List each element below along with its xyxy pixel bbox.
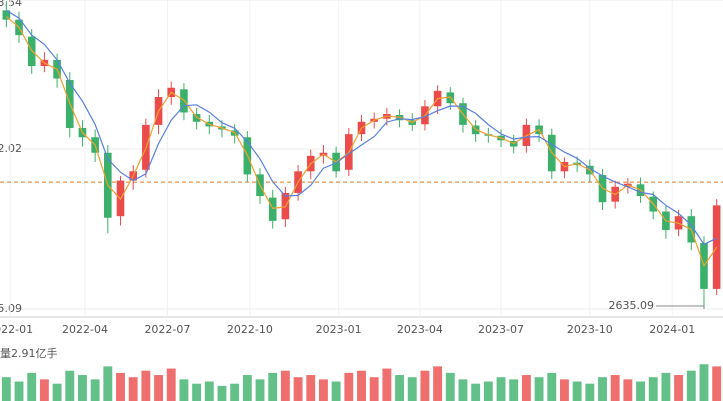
candle-body: [268, 197, 277, 221]
volume-bar: [674, 375, 684, 401]
volume-bar: [179, 379, 189, 401]
volume-bar: [357, 370, 366, 401]
volume-bar: [648, 377, 658, 401]
volume-bar: [458, 379, 468, 401]
volume-bar: [52, 383, 62, 401]
volume-bar: [331, 381, 341, 401]
y-tick-label: 2635.09: [0, 302, 22, 315]
volume-bar: [306, 375, 316, 401]
volume-bar: [610, 375, 620, 401]
volume-bar: [293, 377, 303, 401]
moving-average: [5, 16, 718, 268]
volume-bar: [230, 383, 240, 401]
volume-bar: [128, 377, 138, 401]
y-tick-label: 3633.54: [0, 0, 22, 9]
volume-bar: [39, 379, 49, 401]
volume-bar: [623, 379, 633, 401]
x-tick-label: 2023-10: [567, 323, 613, 336]
volume-bar: [496, 377, 506, 401]
volume-bar: [699, 364, 709, 401]
moving-average: [5, 9, 717, 246]
volume-bar: [344, 372, 354, 401]
volume-bar: [598, 377, 607, 401]
volume-bar: [585, 383, 595, 401]
volume-bar: [242, 375, 252, 401]
volume-bar: [78, 375, 87, 401]
volume-bar: [280, 370, 290, 401]
volume-bar: [712, 366, 722, 401]
volume-bar: [509, 379, 519, 401]
volume-bar: [382, 368, 392, 401]
x-tick-label: 2023-07: [478, 323, 524, 336]
volume-bar: [27, 372, 37, 401]
volume-bar: [14, 381, 24, 401]
volume-bar: [204, 381, 214, 401]
x-tick-label: 2022-07: [144, 323, 190, 336]
volume-bar: [560, 379, 569, 401]
min-label: 2635.09: [609, 299, 655, 312]
volume-bar: [192, 383, 202, 401]
volume-bar: [471, 383, 481, 401]
volume-bar: [369, 377, 379, 401]
x-tick-label: 2023-01: [316, 323, 362, 336]
volume-bar: [141, 370, 151, 401]
volume-bar: [154, 375, 163, 401]
volume-bar: [268, 372, 278, 401]
volume-bar: [420, 370, 430, 401]
volume-bar: [661, 372, 671, 401]
volume-bar: [166, 368, 176, 401]
volume-bar: [407, 377, 417, 401]
volume-bar: [534, 377, 544, 401]
volume-bar: [319, 379, 328, 401]
volume-bar: [686, 370, 696, 401]
volume-bar: [217, 385, 227, 401]
x-tick-label: 2022-04: [62, 323, 108, 336]
x-tick-label: 2024-01: [649, 323, 695, 336]
volume-bar: [572, 381, 582, 401]
volume-bar: [1, 377, 11, 401]
x-tick-label: 2023-04: [397, 323, 443, 336]
volume-bar: [445, 372, 455, 401]
volume-bar: [395, 375, 404, 401]
volume-bar: [521, 375, 531, 401]
x-tick-label: 2022-01: [0, 323, 33, 336]
candle-body: [2, 10, 11, 20]
volume-bar: [90, 379, 100, 401]
volume-bar: [116, 372, 125, 401]
y-tick-label: 3152.02: [0, 142, 22, 155]
volume-title: 成交量2.91亿手: [0, 346, 58, 360]
x-tick-label: 2022-10: [227, 323, 273, 336]
volume-bar: [483, 381, 493, 401]
volume-bar: [547, 372, 557, 401]
volume-bar: [255, 379, 265, 401]
candle-body: [192, 114, 201, 122]
volume-bar: [433, 366, 443, 401]
volume-bar: [636, 381, 645, 401]
volume-bar: [65, 370, 75, 401]
volume-bar: [103, 366, 113, 401]
